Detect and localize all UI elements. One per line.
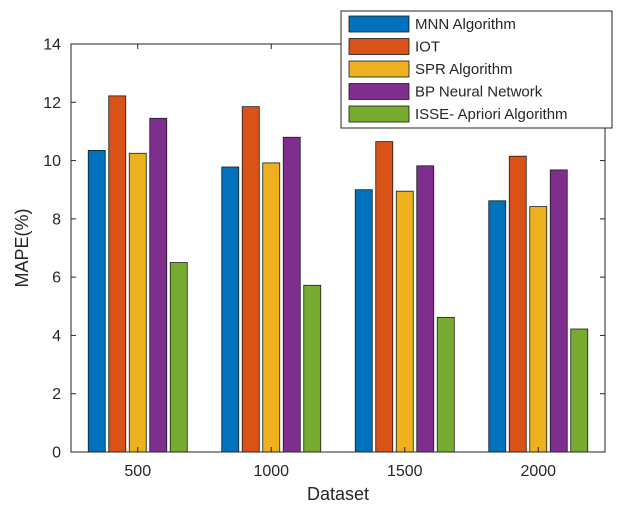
- bar: [108, 95, 127, 453]
- bar: [549, 169, 568, 453]
- legend-swatch: [348, 105, 410, 123]
- bar: [149, 117, 168, 453]
- y-axis-ticks: 0 2 4 6 8 10 12 14: [43, 37, 605, 462]
- bar: [262, 162, 281, 453]
- bar: [395, 190, 414, 453]
- bar: [303, 284, 322, 453]
- legend-swatch: [348, 15, 410, 33]
- bar-layer: [87, 95, 589, 453]
- bar: [416, 165, 435, 453]
- x-tick-label: 1500: [387, 463, 423, 480]
- x-tick-label: 2000: [520, 463, 556, 480]
- y-tick-label: 14: [43, 37, 61, 54]
- y-tick-label: 12: [43, 95, 61, 112]
- bar: [221, 166, 240, 453]
- x-tick-label: 1000: [253, 463, 289, 480]
- legend: MNN Algorithm IOT SPR Algorithm BP Neural N…: [340, 10, 613, 129]
- x-axis-label: Dataset: [307, 484, 369, 504]
- bar: [354, 189, 373, 453]
- legend-label: ISSE- Apriori Algorithm: [415, 106, 568, 123]
- bar: [241, 106, 260, 453]
- bar: [282, 136, 301, 453]
- axes-box: [70, 43, 606, 453]
- y-tick-label: 2: [52, 386, 61, 403]
- bar: [488, 200, 507, 453]
- legend-swatch: [348, 83, 410, 100]
- bar: [169, 262, 188, 453]
- bar: [529, 206, 548, 453]
- legend-swatch: [348, 60, 410, 78]
- y-tick-label: 0: [52, 445, 61, 462]
- bar: [508, 155, 527, 453]
- bar: [128, 152, 147, 453]
- legend-label: BP Neural Network: [415, 84, 543, 101]
- bar: [87, 149, 106, 453]
- legend-swatch: [348, 38, 410, 55]
- y-tick-label: 4: [52, 328, 61, 345]
- y-axis-label: MAPE(%): [12, 208, 32, 287]
- legend-label: MNN Algorithm: [415, 16, 516, 33]
- y-tick-label: 10: [43, 153, 61, 170]
- y-tick-label: 6: [52, 270, 61, 287]
- legend-label: SPR Algorithm: [415, 61, 513, 78]
- bar: [375, 141, 394, 453]
- x-tick-label: 500: [124, 463, 151, 480]
- bar: [436, 316, 455, 453]
- legend-label: IOT: [415, 39, 440, 56]
- y-tick-label: 8: [52, 211, 61, 228]
- x-axis-ticks: 500 1000 1500 2000: [124, 44, 556, 480]
- bar: [570, 328, 589, 453]
